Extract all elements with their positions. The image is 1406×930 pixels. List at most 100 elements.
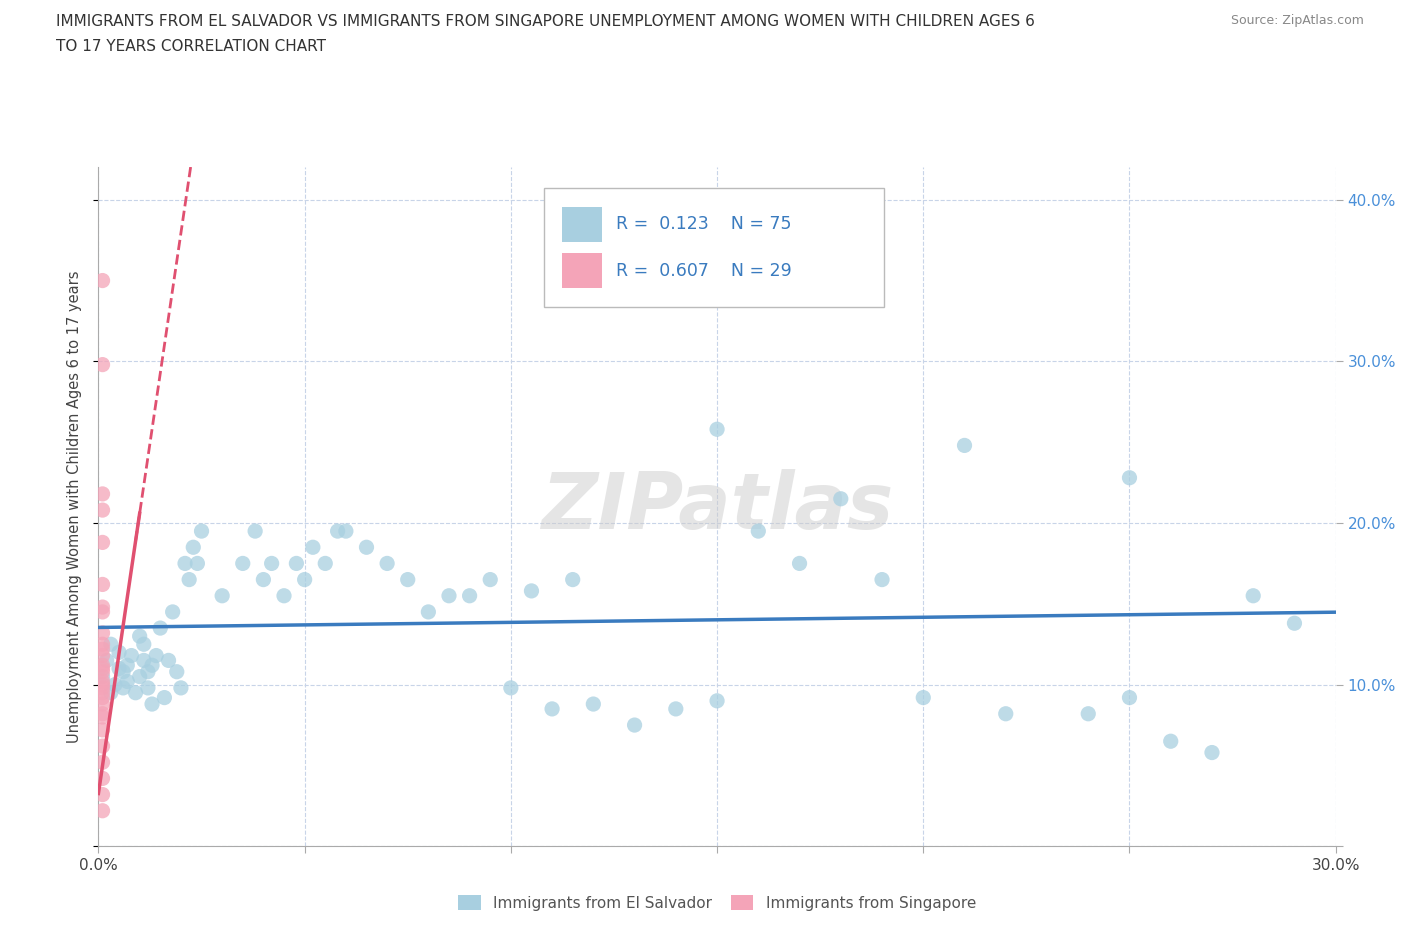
Text: R =  0.607    N = 29: R = 0.607 N = 29 (616, 261, 792, 280)
Point (706, 694, 728, 709)
Point (1201, 745, 1223, 760)
Point (145, 648, 167, 663)
Point (117, 658, 139, 672)
Point (1284, 616, 1306, 631)
Bar (562, 253, 602, 288)
Point (166, 664, 188, 679)
Point (541, 701, 564, 716)
Point (91, 502, 114, 517)
Point (100, 637, 122, 652)
Point (91, 626, 114, 641)
Point (179, 572, 201, 587)
Point (561, 572, 583, 587)
Point (91, 604, 114, 619)
Point (186, 556, 208, 571)
Point (190, 524, 212, 538)
Point (994, 706, 1017, 721)
Point (91, 804, 114, 818)
Point (132, 653, 155, 668)
Point (112, 681, 135, 696)
Point (285, 556, 308, 571)
Point (294, 572, 316, 587)
Text: IMMIGRANTS FROM EL SALVADOR VS IMMIGRANTS FROM SINGAPORE UNEMPLOYMENT AMONG WOME: IMMIGRANTS FROM EL SALVADOR VS IMMIGRANT… (56, 14, 1035, 29)
Point (132, 637, 155, 652)
Point (91, 357, 114, 372)
Point (479, 572, 502, 587)
Point (211, 589, 233, 604)
Point (870, 572, 893, 587)
Point (1241, 589, 1264, 604)
Point (108, 661, 131, 676)
Point (117, 674, 139, 689)
Point (232, 556, 254, 571)
Point (96, 653, 118, 668)
Point (91, 273, 114, 288)
Point (260, 556, 283, 571)
Point (91, 486, 114, 501)
Point (789, 556, 811, 571)
Point (181, 539, 204, 554)
Point (91, 637, 114, 652)
Point (91, 577, 114, 591)
Point (747, 524, 769, 538)
Point (91, 697, 114, 711)
Point (153, 690, 176, 705)
Point (520, 583, 543, 598)
Point (91, 664, 114, 679)
Point (302, 539, 325, 554)
Point (912, 690, 935, 705)
Point (623, 718, 645, 733)
Point (326, 524, 349, 538)
Point (418, 604, 440, 619)
Point (157, 653, 180, 668)
Point (91, 642, 114, 657)
FancyBboxPatch shape (544, 188, 884, 307)
Point (136, 681, 159, 696)
Point (91, 681, 114, 696)
Point (273, 589, 295, 604)
Point (91, 670, 114, 684)
Point (141, 697, 163, 711)
Point (120, 648, 142, 663)
Point (91, 723, 114, 737)
Point (91, 755, 114, 770)
Point (375, 556, 398, 571)
Point (91, 600, 114, 615)
Point (141, 658, 163, 672)
Point (1118, 690, 1140, 705)
Point (458, 589, 481, 604)
Point (91, 690, 114, 705)
Y-axis label: Unemployment Among Women with Children Ages 6 to 17 years: Unemployment Among Women with Children A… (67, 271, 83, 743)
Text: R =  0.123    N = 75: R = 0.123 N = 75 (616, 215, 792, 232)
Point (128, 629, 150, 644)
Point (356, 539, 378, 554)
Legend: Immigrants from El Salvador, Immigrants from Singapore: Immigrants from El Salvador, Immigrants … (451, 888, 983, 917)
Point (162, 604, 184, 619)
Point (665, 701, 688, 716)
Text: TO 17 YEARS CORRELATION CHART: TO 17 YEARS CORRELATION CHART (56, 39, 326, 54)
Point (91, 677, 114, 692)
Point (91, 674, 114, 689)
Point (830, 491, 852, 506)
Point (91, 706, 114, 721)
Text: Source: ZipAtlas.com: Source: ZipAtlas.com (1230, 14, 1364, 27)
Point (1077, 706, 1099, 721)
Point (91, 648, 114, 663)
Point (91, 787, 114, 802)
Point (706, 422, 728, 437)
Point (128, 670, 150, 684)
Point (170, 681, 193, 696)
Point (174, 556, 197, 571)
Point (104, 677, 127, 692)
Point (91, 535, 114, 550)
Point (437, 589, 460, 604)
Point (1118, 471, 1140, 485)
Text: ZIPatlas: ZIPatlas (541, 469, 893, 545)
Point (149, 620, 172, 635)
Point (91, 771, 114, 786)
Point (136, 664, 159, 679)
Point (499, 681, 522, 696)
Point (91, 710, 114, 724)
Point (91, 738, 114, 753)
Point (582, 697, 605, 711)
